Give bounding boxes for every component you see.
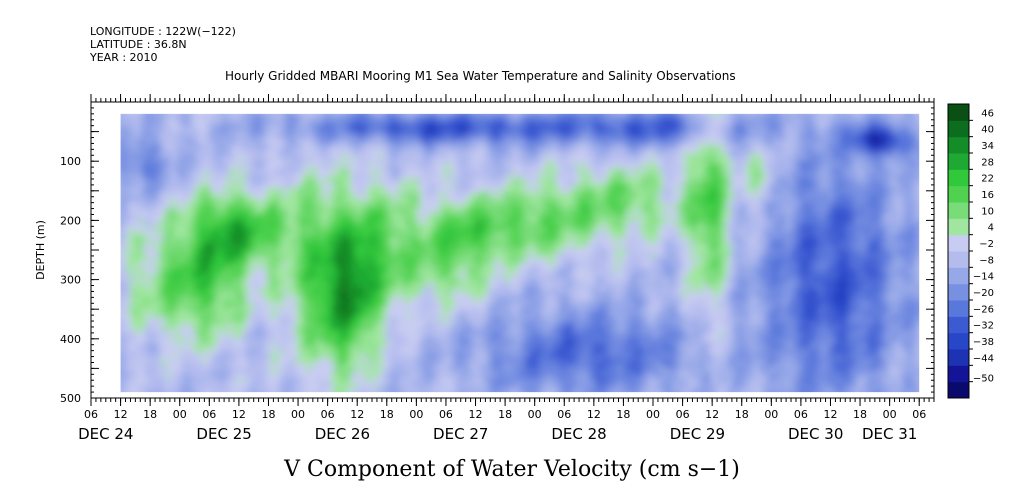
x-tick-label: 00 bbox=[528, 408, 542, 421]
colorbar-swatch bbox=[948, 169, 969, 186]
y-tick-label: 500 bbox=[60, 392, 81, 405]
x-day-label: DEC 28 bbox=[551, 425, 606, 443]
y-axis-label: DEPTH (m) bbox=[34, 220, 47, 280]
x-tick-label: 06 bbox=[321, 408, 335, 421]
colorbar-swatch bbox=[948, 382, 969, 399]
colorbar-swatch bbox=[948, 284, 969, 301]
x-tick-label: 12 bbox=[469, 408, 483, 421]
x-tick-label: 18 bbox=[143, 408, 157, 421]
colorbar-swatch bbox=[948, 267, 969, 284]
x-tick-label: 06 bbox=[202, 408, 216, 421]
colorbar-label: 34 bbox=[981, 141, 994, 152]
colorbar-label: 22 bbox=[981, 174, 994, 185]
x-tick-label: 18 bbox=[380, 408, 394, 421]
x-tick-label: 12 bbox=[350, 408, 364, 421]
x-tick-label: 12 bbox=[587, 408, 601, 421]
colorbar-label: −20 bbox=[973, 288, 994, 299]
variable-label: V Component of Water Velocity (cm s−1) bbox=[283, 457, 740, 482]
colorbar-label: −2 bbox=[979, 239, 994, 250]
x-tick-label: 12 bbox=[232, 408, 246, 421]
y-tick-label: 100 bbox=[60, 155, 81, 168]
colorbar-label: −26 bbox=[973, 304, 994, 315]
colorbar-swatch bbox=[948, 349, 969, 366]
colorbar-label: −32 bbox=[973, 321, 994, 332]
x-day-label: DEC 29 bbox=[670, 425, 725, 443]
colorbar-swatch bbox=[948, 251, 969, 268]
colorbar-label: 16 bbox=[981, 190, 994, 201]
colorbar-label: 28 bbox=[981, 157, 994, 168]
x-tick-label: 18 bbox=[498, 408, 512, 421]
colorbar-swatch bbox=[948, 153, 969, 170]
x-tick-label: 06 bbox=[912, 408, 926, 421]
x-tick-label: 18 bbox=[735, 408, 749, 421]
x-tick-label: 18 bbox=[853, 408, 867, 421]
colorbar-swatch bbox=[948, 137, 969, 154]
x-tick-label: 06 bbox=[794, 408, 808, 421]
colorbar-swatch bbox=[948, 316, 969, 333]
colorbar-label: 40 bbox=[981, 125, 994, 136]
x-tick-label: 00 bbox=[883, 408, 897, 421]
x-day-label: DEC 25 bbox=[196, 425, 251, 443]
colorbar-label: −44 bbox=[973, 353, 994, 364]
colorbar-swatch bbox=[948, 120, 969, 137]
y-tick-label: 400 bbox=[60, 333, 81, 346]
x-tick-label: 18 bbox=[616, 408, 630, 421]
x-tick-label: 06 bbox=[439, 408, 453, 421]
colorbar-swatch bbox=[948, 186, 969, 203]
colorbar-label: −8 bbox=[979, 255, 994, 266]
x-day-label: DEC 24 bbox=[78, 425, 133, 443]
x-tick-label: 00 bbox=[764, 408, 778, 421]
x-tick-label: 06 bbox=[676, 408, 690, 421]
colorbar-swatch bbox=[948, 202, 969, 219]
colorbar: 46 40 34 28 22 16 10 4 −2 −8 −14 −20 −26 −32 −38 −44 −50 bbox=[948, 104, 994, 399]
colorbar-label: 46 bbox=[981, 108, 994, 119]
heatmap-field bbox=[115, 108, 928, 404]
colorbar-swatch bbox=[948, 104, 969, 121]
colorbar-label: 10 bbox=[981, 206, 994, 217]
colorbar-label: −50 bbox=[973, 374, 994, 385]
x-tick-label: 18 bbox=[261, 408, 275, 421]
y-tick-label: 200 bbox=[60, 214, 81, 227]
x-day-label: DEC 31 bbox=[862, 425, 917, 443]
x-tick-label: 12 bbox=[823, 408, 837, 421]
colorbar-swatch bbox=[948, 218, 969, 235]
x-tick-label: 06 bbox=[557, 408, 571, 421]
colorbar-swatch bbox=[948, 235, 969, 252]
x-tick-label: 12 bbox=[114, 408, 128, 421]
x-day-label: DEC 26 bbox=[315, 425, 370, 443]
x-day-label: DEC 30 bbox=[788, 425, 843, 443]
x-tick-label: 00 bbox=[291, 408, 305, 421]
colorbar-label: −14 bbox=[973, 272, 994, 283]
y-tick-label: 300 bbox=[60, 274, 81, 287]
colorbar-swatch bbox=[948, 333, 969, 350]
colorbar-label: 4 bbox=[988, 223, 994, 234]
x-day-label: DEC 27 bbox=[433, 425, 488, 443]
x-tick-label: 12 bbox=[705, 408, 719, 421]
x-tick-label: 06 bbox=[84, 408, 98, 421]
x-tick-label: 00 bbox=[173, 408, 187, 421]
colorbar-swatch bbox=[948, 365, 969, 382]
x-tick-label: 00 bbox=[646, 408, 660, 421]
x-tick-label: 00 bbox=[409, 408, 423, 421]
colorbar-swatch bbox=[948, 300, 969, 317]
colorbar-label: −38 bbox=[973, 337, 994, 348]
velocity-field bbox=[115, 108, 928, 404]
